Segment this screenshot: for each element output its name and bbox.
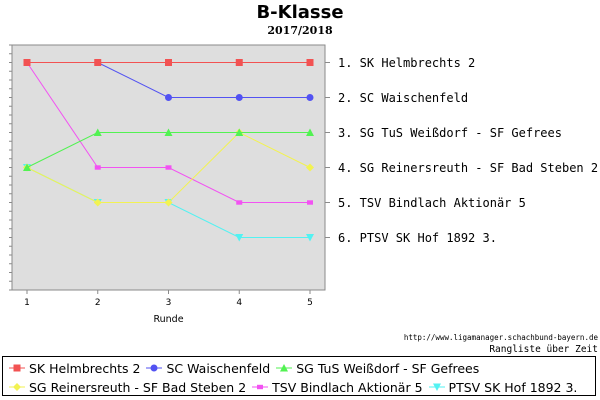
x-axis-label: Runde	[153, 314, 183, 325]
data-point	[235, 234, 244, 242]
data-point	[93, 128, 102, 136]
data-point	[164, 198, 173, 207]
legend-label: SK Helmbrechts 2	[29, 360, 141, 376]
legend-label: PTSV SK Hof 1892 3.	[448, 379, 578, 395]
chart-title: B-Klasse	[256, 2, 344, 23]
line-chart: 1 2 3 4 5 Runde 1. SK Helmbrechts 2 2. SC Waisc…	[9, 44, 598, 325]
legend-row-2: SG Reinersreuth - SF Bad Steben 2 TSV Bin…	[9, 378, 583, 396]
legend-item: SG TuS Weißdorf - SF Gefrees	[276, 361, 479, 376]
legend-item: SG Reinersreuth - SF Bad Steben 2	[9, 380, 246, 395]
data-point	[306, 234, 314, 242]
data-point	[307, 200, 313, 205]
chart-legend: SK Helmbrechts 2 SC Waischenfeld SG TuS We…	[2, 356, 596, 396]
ranking-label: 3. SG TuS Weißdorf - SF Gefrees	[338, 126, 562, 140]
data-point	[164, 128, 173, 136]
ranking-label: 1. SK Helmbrechts 2	[338, 56, 475, 70]
x-tick-label: 4	[236, 298, 242, 308]
data-point	[94, 165, 101, 170]
legend-item: SC Waischenfeld	[146, 361, 270, 376]
source-note: Rangliste über Zeit	[489, 344, 598, 355]
data-point	[165, 94, 172, 101]
legend-label: SG TuS Weißdorf - SF Gefrees	[296, 360, 480, 376]
source-url[interactable]: http://www.ligamanager.schachbund-bayern…	[403, 333, 598, 342]
x-tick-label: 3	[166, 298, 172, 308]
ranking-label: 5. TSV Bindlach Aktionär 5	[338, 196, 526, 210]
data-point	[23, 163, 31, 171]
legend-swatch-icon	[276, 364, 293, 372]
data-point	[165, 165, 172, 170]
legend-swatch-icon	[146, 364, 163, 372]
ranking-label: 6. PTSV SK Hof 1892 3.	[338, 231, 497, 245]
data-point	[165, 59, 172, 66]
legend-swatch-icon	[9, 364, 25, 372]
legend-swatch-icon	[428, 383, 445, 391]
ranking-label: 4. SG Reinersreuth - SF Bad Steben 2	[338, 161, 598, 175]
ranking-label: 2. SC Waischenfeld	[338, 91, 468, 105]
legend-swatch-icon	[9, 383, 25, 391]
legend-label: TSV Bindlach Aktionär 5	[272, 379, 423, 395]
chart-subtitle: 2017/2018	[267, 24, 333, 37]
legend-label: SG Reinersreuth - SF Bad Steben 2	[29, 379, 247, 395]
legend-item: PTSV SK Hof 1892 3.	[428, 379, 578, 395]
data-point	[306, 94, 314, 101]
legend-swatch-icon	[252, 384, 269, 390]
legend-item: TSV Bindlach Aktionär 5	[252, 379, 423, 395]
data-point	[306, 163, 314, 172]
data-point	[94, 59, 102, 66]
x-tick-label: 1	[24, 298, 30, 308]
data-point	[93, 198, 102, 207]
x-tick-label: 2	[95, 298, 101, 308]
data-point	[235, 128, 244, 136]
data-point	[306, 59, 314, 66]
x-tick-label: 5	[307, 298, 313, 308]
data-point	[306, 128, 314, 136]
data-point	[235, 94, 243, 101]
legend-item: SK Helmbrechts 2	[9, 361, 140, 376]
data-point	[235, 59, 243, 66]
legend-label: SC Waischenfeld	[166, 360, 271, 376]
data-point	[23, 59, 31, 66]
data-point	[236, 200, 243, 205]
legend-row-1: SK Helmbrechts 2 SC Waischenfeld SG TuS We…	[9, 359, 485, 377]
